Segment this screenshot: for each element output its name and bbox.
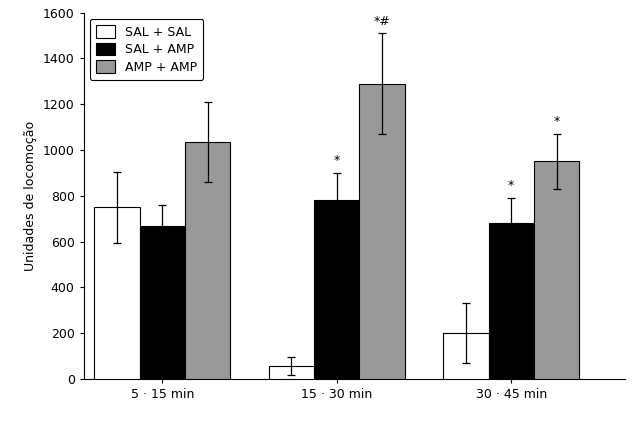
Text: *: * [334,154,340,167]
Bar [443,333,489,379]
Y-axis label: Unidades de locomoção: Unidades de locomoção [24,121,37,271]
Bar [185,142,231,379]
Bar [489,223,534,379]
Legend: SAL + SAL, SAL + AMP, AMP + AMP: SAL + SAL, SAL + AMP, AMP + AMP [90,19,204,80]
Text: *: * [553,115,560,128]
Bar [94,207,140,379]
Bar [359,84,405,379]
Text: *#: *# [374,14,390,27]
Bar [140,226,185,379]
Bar [269,366,314,379]
Bar [534,161,580,379]
Text: *: * [508,179,515,192]
Bar [314,200,359,379]
